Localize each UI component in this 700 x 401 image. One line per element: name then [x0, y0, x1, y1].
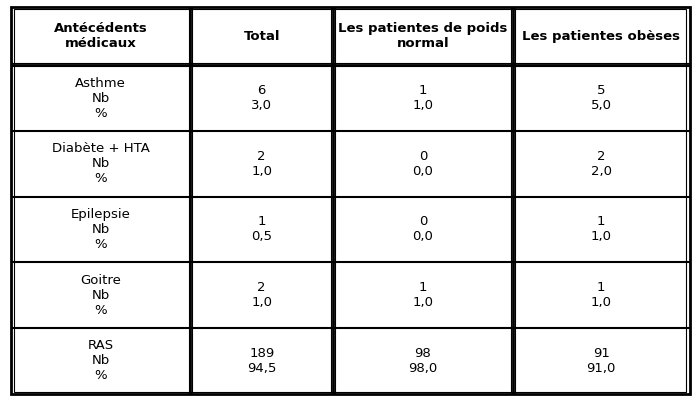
- Text: 1
1,0: 1 1,0: [412, 281, 433, 309]
- Bar: [10, 65, 190, 131]
- Bar: [333, 328, 513, 394]
- Bar: [10, 131, 190, 196]
- Text: Asthme
Nb
%: Asthme Nb %: [75, 77, 126, 119]
- Bar: [190, 131, 333, 196]
- Text: 5
5,0: 5 5,0: [591, 84, 612, 112]
- Bar: [190, 65, 333, 131]
- Bar: [10, 262, 190, 328]
- Text: 0
0,0: 0 0,0: [412, 150, 433, 178]
- Text: 1
1,0: 1 1,0: [591, 281, 612, 309]
- Text: 2
1,0: 2 1,0: [251, 281, 272, 309]
- Text: 2
2,0: 2 2,0: [591, 150, 612, 178]
- Text: 1
0,5: 1 0,5: [251, 215, 272, 243]
- Text: Epilepsie
Nb
%: Epilepsie Nb %: [71, 208, 130, 251]
- Text: 189
94,5: 189 94,5: [247, 347, 276, 375]
- Bar: [333, 131, 513, 196]
- Text: 6
3,0: 6 3,0: [251, 84, 272, 112]
- Bar: [513, 262, 690, 328]
- Text: Diabète + HTA
Nb
%: Diabète + HTA Nb %: [52, 142, 149, 185]
- Text: 91
91,0: 91 91,0: [587, 347, 616, 375]
- Text: Les patientes obèses: Les patientes obèses: [522, 30, 680, 43]
- Bar: [333, 196, 513, 262]
- Bar: [333, 7, 513, 65]
- Text: 1
1,0: 1 1,0: [412, 84, 433, 112]
- Text: Antécédents
médicaux: Antécédents médicaux: [54, 22, 147, 50]
- Text: Total: Total: [244, 30, 280, 43]
- Bar: [333, 65, 513, 131]
- Text: 2
1,0: 2 1,0: [251, 150, 272, 178]
- Bar: [333, 262, 513, 328]
- Bar: [10, 196, 190, 262]
- Text: 98
98,0: 98 98,0: [408, 347, 438, 375]
- Bar: [513, 131, 690, 196]
- Text: Les patientes de poids
normal: Les patientes de poids normal: [338, 22, 508, 50]
- Bar: [190, 262, 333, 328]
- Text: Goitre
Nb
%: Goitre Nb %: [80, 274, 121, 317]
- Text: 0
0,0: 0 0,0: [412, 215, 433, 243]
- Bar: [513, 196, 690, 262]
- Text: RAS
Nb
%: RAS Nb %: [88, 339, 113, 383]
- Bar: [513, 65, 690, 131]
- Bar: [190, 196, 333, 262]
- Bar: [513, 7, 690, 65]
- Text: 1
1,0: 1 1,0: [591, 215, 612, 243]
- Bar: [10, 7, 190, 65]
- Bar: [190, 7, 333, 65]
- Bar: [513, 328, 690, 394]
- Bar: [190, 328, 333, 394]
- Bar: [10, 328, 190, 394]
